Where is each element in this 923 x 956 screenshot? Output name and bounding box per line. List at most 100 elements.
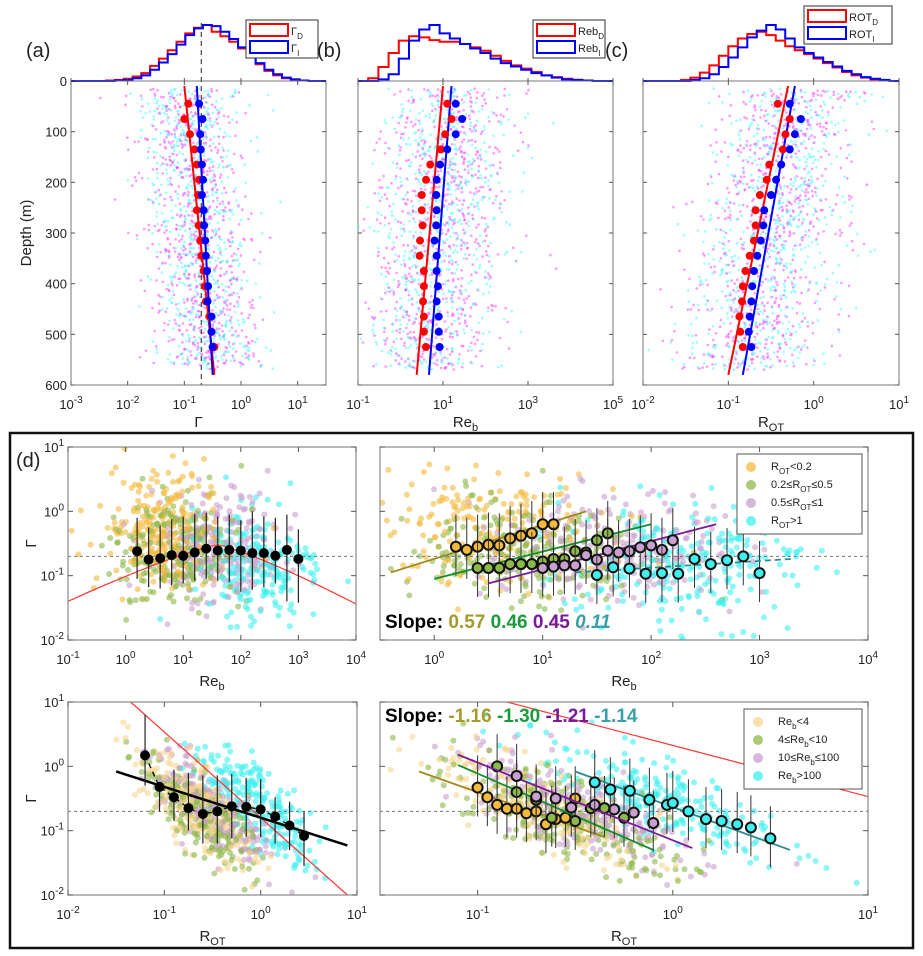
scatter-point xyxy=(824,90,827,94)
scatter-point xyxy=(418,122,422,125)
scatter-point xyxy=(826,110,830,114)
scatter-point xyxy=(399,176,402,179)
scatter-point xyxy=(867,133,871,136)
scatter-point xyxy=(205,320,209,323)
scatter-point xyxy=(133,176,137,179)
scatter-point xyxy=(445,347,449,351)
scatter-point xyxy=(749,144,752,147)
scatter-point xyxy=(464,253,467,256)
scatter-point xyxy=(770,147,773,151)
scatter-point xyxy=(465,297,469,300)
scatter-point xyxy=(820,174,824,177)
scatter-point xyxy=(164,621,171,628)
scatter-point xyxy=(458,322,462,325)
scatter-point xyxy=(167,288,171,292)
scatter-point xyxy=(416,265,419,268)
scatter-point xyxy=(760,356,764,360)
scatter-point xyxy=(450,203,454,206)
scatter-point xyxy=(155,161,159,165)
scatter-point xyxy=(203,306,206,310)
scatter-point xyxy=(766,352,769,356)
scatter-point xyxy=(120,558,127,565)
scatter-point xyxy=(415,312,419,316)
scatter-point xyxy=(783,184,786,188)
scatter-point xyxy=(228,208,231,212)
scatter-point xyxy=(377,230,380,233)
bin-mean-d xyxy=(184,99,193,108)
scatter-point xyxy=(204,359,207,362)
scatter-point xyxy=(170,132,173,136)
scatter-point xyxy=(462,298,466,302)
scatter-point xyxy=(457,296,461,300)
scatter-point xyxy=(768,135,772,139)
scatter-point xyxy=(475,190,479,194)
scatter-point xyxy=(141,116,145,119)
scatter-point xyxy=(782,350,786,354)
scatter-point xyxy=(838,228,842,232)
scatter-point xyxy=(438,138,442,142)
scatter-point xyxy=(722,322,726,325)
scatter-point xyxy=(481,342,484,346)
scatter-point xyxy=(430,273,434,276)
scatter-point xyxy=(167,254,171,257)
scatter-point xyxy=(834,202,838,206)
scatter-point xyxy=(211,308,214,312)
scatter-point xyxy=(772,351,776,354)
scatter-point xyxy=(192,103,196,107)
scatter-point xyxy=(377,192,380,195)
scatter-point xyxy=(770,277,773,281)
scatter-point xyxy=(204,132,207,136)
scatter-point xyxy=(159,251,162,254)
scatter-point xyxy=(420,139,424,142)
scatter-point xyxy=(175,213,179,216)
scatter-point xyxy=(230,316,233,319)
scatter-point xyxy=(728,345,731,349)
scatter-point xyxy=(222,307,225,310)
scatter-point xyxy=(800,320,804,323)
scatter-point xyxy=(214,259,217,263)
scatter-point xyxy=(498,206,502,210)
scatter-point xyxy=(193,343,196,347)
scatter-point xyxy=(414,139,418,142)
scatter-point xyxy=(222,114,226,118)
scatter-point xyxy=(194,302,198,305)
scatter-point xyxy=(476,201,480,205)
scatter-point xyxy=(155,255,159,259)
scatter-point xyxy=(238,462,245,469)
scatter-point xyxy=(196,348,199,351)
scatter-point xyxy=(816,177,819,180)
bin-mean-i xyxy=(432,267,441,275)
scatter-point xyxy=(208,166,211,170)
scatter-point xyxy=(228,121,231,124)
scatter-point xyxy=(169,176,172,180)
scatter-point xyxy=(181,249,185,252)
scatter-point xyxy=(659,288,662,291)
scatter-point xyxy=(775,231,779,234)
scatter-point xyxy=(832,132,836,136)
scatter-point xyxy=(467,180,471,183)
scatter-point xyxy=(807,235,811,238)
scatter-point xyxy=(752,118,756,122)
scatter-point xyxy=(218,163,221,166)
scatter-point xyxy=(244,352,248,356)
scatter-point xyxy=(758,248,761,252)
scatter-point xyxy=(155,167,159,171)
scatter-point xyxy=(470,341,473,345)
scatter-point xyxy=(807,118,810,122)
scatter-point xyxy=(799,237,803,240)
scatter-point xyxy=(761,230,765,234)
scatter-point xyxy=(791,353,794,357)
scatter-point xyxy=(419,164,422,167)
scatter-point xyxy=(228,265,231,268)
scatter-point xyxy=(126,582,133,589)
scatter-point xyxy=(736,340,740,343)
scatter-point xyxy=(205,351,208,355)
scatter-point xyxy=(781,322,784,325)
scatter-point xyxy=(793,283,797,287)
scatter-point xyxy=(773,327,777,330)
scatter-point xyxy=(789,346,792,350)
scatter-point xyxy=(180,265,184,269)
scatter-point xyxy=(428,206,432,209)
scatter-point xyxy=(833,123,837,127)
scatter-point xyxy=(709,213,712,217)
